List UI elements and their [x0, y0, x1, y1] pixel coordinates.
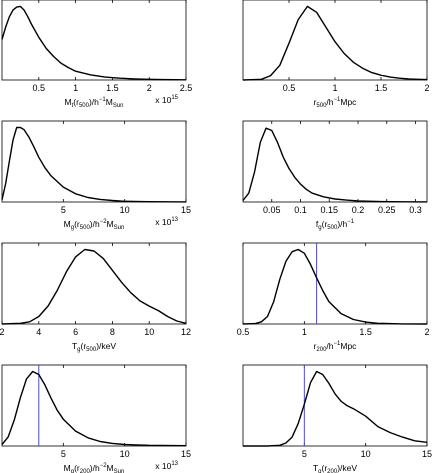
x-tick-label: 0.05 [263, 205, 281, 215]
x-tick-label: 12 [181, 327, 191, 337]
x-tick-label: 1.5 [375, 83, 388, 93]
axis-multiplier: x 1015 [155, 95, 178, 105]
x-tick-label: 1 [332, 83, 337, 93]
plot-frame [1, 242, 187, 325]
x-tick-label: 0.1 [294, 205, 307, 215]
distribution-curve [1, 248, 187, 325]
plot-frame [1, 120, 187, 203]
x-tick-label: 15 [181, 205, 191, 215]
x-tick-label: 0.25 [378, 205, 396, 215]
plot-frame [1, 364, 187, 447]
x-tick-label: 1 [73, 83, 78, 93]
panel-7: 5 10 15 Mg(r200)/h−2MSun x 1013 [1, 364, 191, 473]
x-tick-label: 0.3 [409, 205, 422, 215]
x-axis-label: r200/h−1Mpc [314, 341, 358, 353]
x-tick-label: 5 [61, 449, 66, 459]
x-axis-label: Tg(r200)/keV [313, 463, 357, 473]
x-tick-label: 0.5 [237, 327, 250, 337]
x-tick-label: 2.5 [180, 83, 193, 93]
axis-multiplier: x 1013 [155, 217, 178, 227]
distribution-curve [1, 5, 187, 81]
plot-frame [242, 364, 428, 447]
plot-frame [1, 0, 187, 81]
x-tick-label: 1 [302, 327, 307, 337]
distribution-curve [1, 370, 187, 447]
x-tick-label: 4 [36, 327, 41, 337]
x-tick-label: 0.2 [352, 205, 365, 215]
x-tick-label: 15 [181, 449, 191, 459]
x-tick-label: 10 [120, 205, 130, 215]
panel-3: 5 10 15 Mg(r500)/h−2MSun x 1013 [1, 120, 191, 231]
distribution-curve [242, 5, 428, 81]
x-tick-label: 0.15 [320, 205, 338, 215]
plot-frame [242, 0, 428, 81]
x-tick-label: 10 [120, 449, 130, 459]
x-axis-label: fg(r500)/h−1 [316, 219, 355, 231]
plot-frame [242, 242, 428, 325]
x-tick-label: 0.5 [283, 83, 296, 93]
x-tick-label: 0.5 [33, 83, 46, 93]
distribution-curve [243, 370, 428, 447]
panel-1: 0.5 1 1.5 2 2.5 Mt(r500)/h−1MSun x 1015 [1, 0, 193, 109]
x-tick-label: 1.5 [106, 83, 119, 93]
x-tick-label: 1.5 [359, 327, 372, 337]
panel-6: 0.5 1 1.5 2 r200/h−1Mpc [237, 242, 430, 353]
distribution-curve [242, 248, 428, 325]
x-tick-label: 2 [424, 83, 429, 93]
panel-2: 0.5 1 1.5 2 r500/h−1Mpc [242, 0, 430, 109]
x-tick-label: 5 [302, 449, 307, 459]
x-tick-label: 2 [424, 327, 429, 337]
x-axis-label: Mg(r500)/h−2MSun [64, 219, 125, 231]
axis-multiplier: x 1013 [155, 461, 178, 471]
x-axis-label: Mt(r500)/h−1MSun [65, 97, 124, 109]
x-axis-label: r500/h−1Mpc [314, 97, 358, 109]
x-tick-label: 10 [361, 449, 371, 459]
x-tick-label: 5 [61, 205, 66, 215]
plot-frame [242, 120, 428, 203]
x-tick-label: 10 [144, 327, 154, 337]
x-tick-label: 2 [0, 327, 5, 337]
x-tick-label: 15 [422, 449, 432, 459]
panel-5: 2 4 6 8 10 12 Tg(r500)/keV [0, 242, 191, 353]
x-tick-label: 2 [147, 83, 152, 93]
distribution-curve [1, 126, 187, 203]
panel-4: 0.05 0.1 0.15 0.2 0.25 0.3 fg(r500)/h−1 [242, 120, 428, 231]
x-axis-label: Tg(r500)/keV [72, 341, 116, 353]
x-tick-label: 6 [73, 327, 78, 337]
panel-8: 5 10 15 Tg(r200)/keV [242, 364, 432, 473]
x-tick-label: 8 [110, 327, 115, 337]
distribution-curve [242, 127, 428, 203]
x-axis-label: Mg(r200)/h−2MSun [64, 463, 125, 473]
